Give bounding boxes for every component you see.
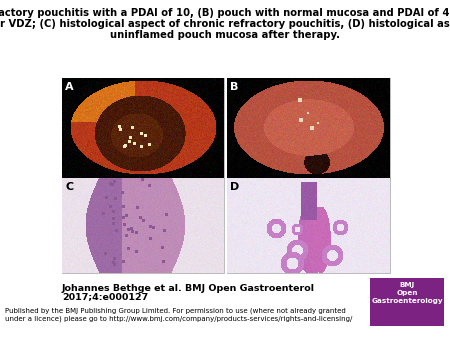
Text: A: A xyxy=(65,82,74,92)
Text: C: C xyxy=(65,182,73,192)
Bar xyxy=(62,78,224,178)
Text: 2017;4:e000127: 2017;4:e000127 xyxy=(62,292,148,301)
Text: D: D xyxy=(230,182,239,192)
Bar xyxy=(370,278,444,326)
Text: uninflamed pouch mucosa after therapy.: uninflamed pouch mucosa after therapy. xyxy=(110,30,340,40)
Text: Johannes Bethge et al. BMJ Open Gastroenterol: Johannes Bethge et al. BMJ Open Gastroen… xyxy=(62,284,315,293)
Text: Published by the BMJ Publishing Group Limited. For permission to use (where not : Published by the BMJ Publishing Group Li… xyxy=(5,308,352,322)
Text: 20 after VDZ; (C) histological aspect of chronic refractory pouchitis, (D) histo: 20 after VDZ; (C) histological aspect of… xyxy=(0,19,450,29)
Bar xyxy=(62,178,224,273)
Bar xyxy=(227,78,390,178)
Text: B: B xyxy=(230,82,239,92)
Bar xyxy=(227,178,390,273)
Text: BMJ
Open
Gastroenterology: BMJ Open Gastroenterology xyxy=(371,282,443,304)
Text: (A) Refractory pouchitis with a PDAI of 10, (B) pouch with normal mucosa and PDA: (A) Refractory pouchitis with a PDAI of … xyxy=(0,8,450,18)
